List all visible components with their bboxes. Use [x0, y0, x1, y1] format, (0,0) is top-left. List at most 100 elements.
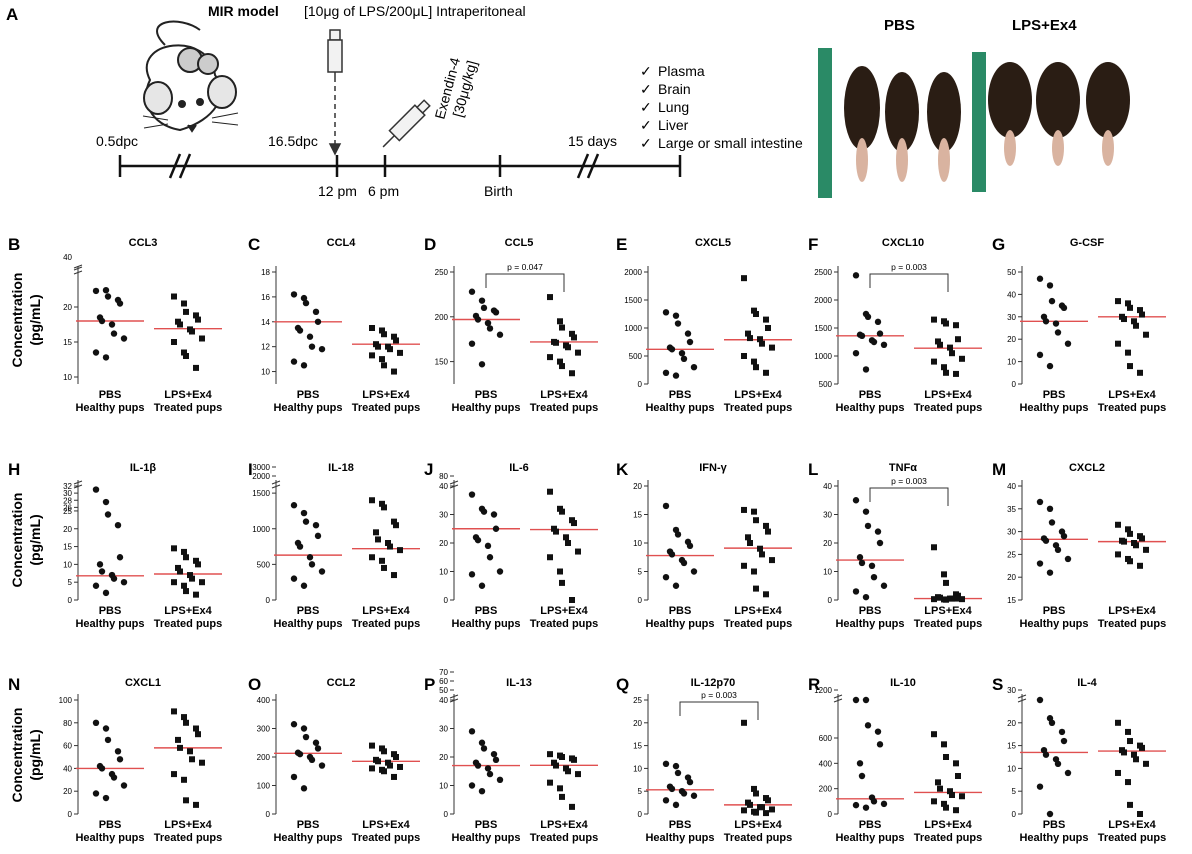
- data-point-pbs: [672, 582, 680, 589]
- panel-letter: S: [992, 675, 1003, 694]
- y-tick-label: 40: [439, 482, 448, 491]
- data-point-pbs: [680, 790, 688, 797]
- data-point-pbs: [874, 318, 882, 326]
- data-point-pbs: [98, 765, 106, 772]
- y-tick-label: 30: [439, 725, 448, 734]
- y-tick-label: 14: [261, 318, 270, 327]
- data-point-pbs: [114, 748, 122, 755]
- data-point-lps: [763, 316, 769, 323]
- data-point-lps: [949, 595, 955, 602]
- data-point-lps: [181, 548, 187, 555]
- y-tick-label: 500: [629, 352, 643, 361]
- data-point-lps: [193, 725, 199, 732]
- data-point-lps: [547, 294, 553, 301]
- y-tick-label: 40: [1007, 482, 1016, 491]
- data-point-pbs: [662, 369, 670, 376]
- data-point-pbs: [1046, 505, 1054, 512]
- data-point-lps: [953, 807, 959, 814]
- y-tick-label: 400: [819, 759, 833, 768]
- pvalue-bracket: [869, 273, 949, 292]
- data-point-lps: [547, 354, 553, 361]
- data-point-pbs: [290, 291, 298, 298]
- pvalue-label: p = 0.003: [891, 476, 927, 486]
- data-point-pbs: [308, 756, 316, 764]
- y-tick-label: 30: [1007, 528, 1016, 537]
- data-point-lps: [183, 308, 189, 315]
- checklist-item-plasma: Plasma: [658, 63, 705, 79]
- y-tick-label: 5: [1012, 787, 1017, 796]
- data-point-lps: [183, 554, 189, 561]
- y-tick-label: 10: [1007, 358, 1016, 367]
- data-point-lps: [393, 337, 399, 344]
- data-point-lps: [375, 758, 381, 765]
- group-sublabel: Treated pups: [914, 618, 982, 630]
- data-point-pbs: [874, 728, 882, 735]
- y-tick-label: 20: [1007, 719, 1016, 728]
- data-point-pbs: [480, 745, 488, 752]
- data-point-pbs: [1046, 362, 1054, 370]
- y-tick-label: 20: [823, 539, 832, 548]
- data-point-lps: [183, 353, 189, 359]
- data-point-pbs: [290, 358, 298, 365]
- data-point-lps: [183, 719, 189, 726]
- data-point-pbs: [486, 554, 494, 561]
- data-point-lps: [171, 579, 177, 586]
- group-label: LPS+Ex4: [362, 389, 410, 401]
- data-point-lps: [381, 362, 387, 369]
- data-point-pbs: [474, 762, 482, 769]
- data-point-lps: [763, 591, 769, 598]
- data-point-pbs: [92, 582, 100, 589]
- y-tick-label: 40: [1007, 290, 1016, 299]
- data-point-lps: [171, 293, 177, 300]
- panel-letter: J: [424, 460, 433, 479]
- checklist-item-brain: Brain: [658, 81, 691, 97]
- data-point-lps: [931, 731, 937, 738]
- data-point-pbs: [674, 531, 682, 538]
- chart-title: CXCL2: [1069, 462, 1105, 474]
- group-label: PBS: [1043, 605, 1066, 617]
- panel-letter: E: [616, 235, 627, 254]
- group-sublabel: Treated pups: [352, 402, 420, 414]
- data-point-pbs: [302, 518, 310, 525]
- sample-checklist: ✓ Plasma ✓ Brain ✓ Lung ✓ Liver ✓ Large …: [640, 63, 803, 151]
- group-label: PBS: [859, 389, 882, 401]
- data-point-lps: [1127, 558, 1133, 565]
- group-sublabel: Healthy pups: [273, 832, 342, 844]
- data-point-pbs: [474, 316, 482, 323]
- y-tick-label: 0: [828, 596, 833, 605]
- data-point-pbs: [690, 568, 698, 575]
- data-point-pbs: [478, 788, 486, 795]
- data-point-pbs: [662, 574, 670, 581]
- y-tick-label: 500: [819, 380, 833, 389]
- y-tick-label: 0: [444, 596, 449, 605]
- data-point-lps: [557, 358, 563, 365]
- y-tick-label: 1500: [624, 296, 642, 305]
- data-point-lps: [181, 349, 187, 356]
- data-point-pbs: [318, 762, 326, 769]
- data-point-lps: [941, 800, 947, 807]
- group-label: PBS: [669, 819, 692, 831]
- data-point-pbs: [852, 696, 860, 704]
- data-point-lps: [385, 540, 391, 546]
- data-point-lps: [953, 370, 959, 377]
- data-point-lps: [1137, 369, 1143, 376]
- data-point-lps: [547, 751, 553, 758]
- data-point-lps: [931, 798, 937, 805]
- panel-letter: G: [992, 235, 1005, 254]
- y-tick-label: 50: [439, 686, 448, 695]
- y-tick-label: 150: [435, 358, 449, 367]
- group-label: PBS: [859, 819, 882, 831]
- row-ylabel-3: Concentration (pg/mL): [9, 708, 43, 803]
- data-point-lps: [387, 543, 393, 550]
- group-sublabel: Healthy pups: [451, 832, 520, 844]
- y-tick-label: 18: [261, 268, 270, 277]
- data-point-lps: [953, 595, 959, 602]
- y-tick-label: 10: [633, 764, 642, 773]
- y-tick-label: 12: [261, 343, 270, 352]
- data-point-pbs: [308, 343, 316, 350]
- data-point-pbs: [114, 521, 122, 529]
- data-point-lps: [569, 803, 575, 810]
- time-label-12pm: 12 pm: [318, 183, 357, 199]
